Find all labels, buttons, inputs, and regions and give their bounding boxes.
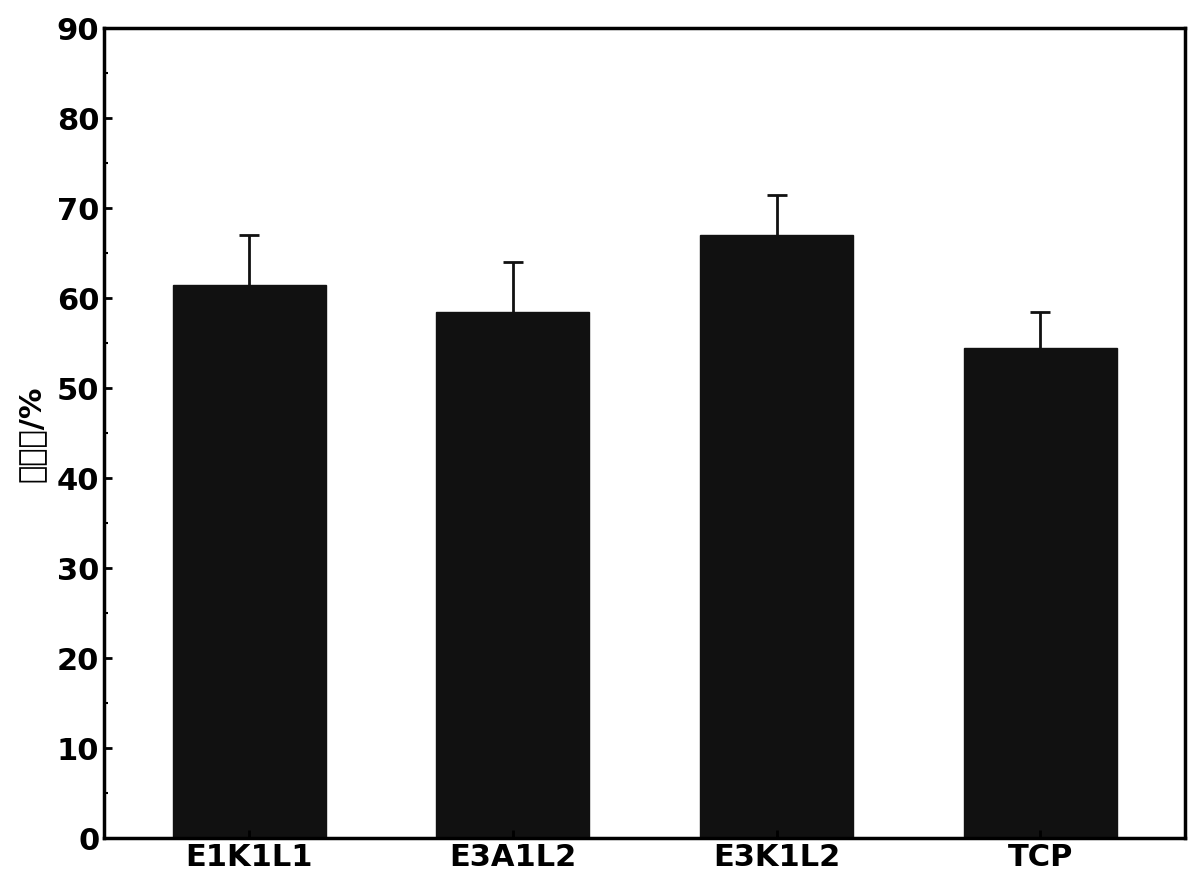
Bar (436, 312, 589, 838)
Y-axis label: 分化率/%: 分化率/% (17, 385, 46, 482)
Bar (701, 236, 853, 838)
Bar (173, 284, 326, 838)
Bar (964, 348, 1117, 838)
